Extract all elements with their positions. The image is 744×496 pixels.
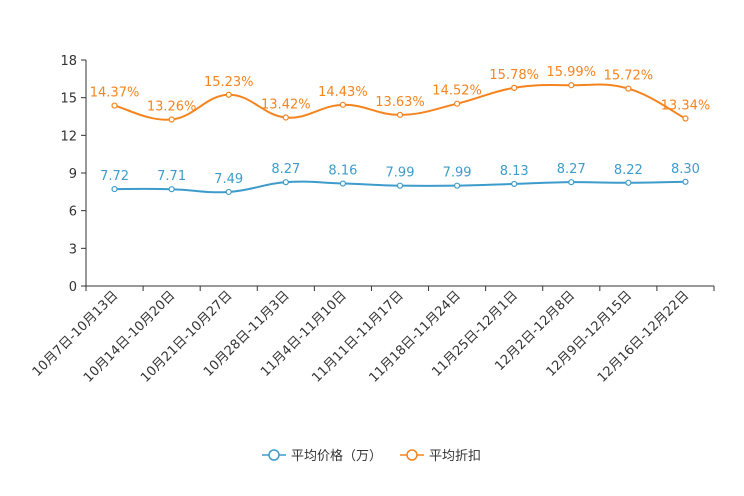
y-tick-label: 3 <box>69 242 77 257</box>
data-label: 13.34% <box>661 99 711 114</box>
data-label: 15.72% <box>604 69 654 84</box>
data-point[interactable] <box>282 114 289 121</box>
data-label: 14.52% <box>432 84 482 99</box>
data-point[interactable] <box>225 188 232 196</box>
data-label: 8.30 <box>671 162 700 177</box>
data-label: 7.99 <box>386 166 415 181</box>
data-point[interactable] <box>396 111 404 118</box>
data-point[interactable] <box>282 179 289 186</box>
data-label: 7.72 <box>100 169 129 184</box>
data-point[interactable] <box>568 179 575 186</box>
data-point[interactable] <box>339 180 347 187</box>
data-label: 15.23% <box>204 75 254 90</box>
y-tick-label: 15 <box>60 92 77 107</box>
data-point[interactable] <box>453 100 461 107</box>
data-label: 13.63% <box>375 95 425 110</box>
legend-marker-icon[interactable] <box>268 449 280 461</box>
y-tick-label: 6 <box>69 205 77 220</box>
data-point[interactable] <box>111 102 118 109</box>
data-point[interactable] <box>682 178 689 185</box>
data-point[interactable] <box>625 85 632 92</box>
data-label: 15.99% <box>546 65 596 80</box>
data-label: 15.78% <box>489 68 539 83</box>
data-point[interactable] <box>111 185 118 193</box>
data-point[interactable] <box>453 182 461 189</box>
data-point[interactable] <box>511 180 518 188</box>
y-tick-label: 18 <box>60 54 77 69</box>
data-point[interactable] <box>168 186 175 193</box>
data-label: 13.26% <box>147 100 197 115</box>
legend-label[interactable]: 平均价格（万） <box>291 448 382 464</box>
data-label: 8.27 <box>271 162 300 177</box>
data-label: 14.43% <box>318 85 368 100</box>
data-label: 8.27 <box>557 162 586 177</box>
data-point[interactable] <box>568 82 575 89</box>
data-label: 14.37% <box>90 86 140 101</box>
y-tick-label: 0 <box>69 280 77 295</box>
data-point[interactable] <box>339 101 347 108</box>
data-point[interactable] <box>168 116 175 123</box>
data-label: 8.13 <box>500 164 529 179</box>
data-label: 7.49 <box>214 172 243 187</box>
data-point[interactable] <box>511 84 518 91</box>
legend-label[interactable]: 平均折扣 <box>429 449 481 464</box>
data-label: 7.99 <box>443 166 472 181</box>
data-point[interactable] <box>682 115 689 122</box>
data-point[interactable] <box>625 179 632 186</box>
data-label: 13.42% <box>261 98 311 113</box>
legend-marker-icon[interactable] <box>406 449 418 461</box>
y-tick-label: 9 <box>69 167 77 182</box>
y-tick-label: 12 <box>60 129 77 144</box>
data-point[interactable] <box>225 91 232 98</box>
data-label: 8.16 <box>328 164 357 179</box>
data-label: 7.71 <box>157 169 186 184</box>
data-label: 8.22 <box>614 163 643 178</box>
data-point[interactable] <box>396 182 404 189</box>
